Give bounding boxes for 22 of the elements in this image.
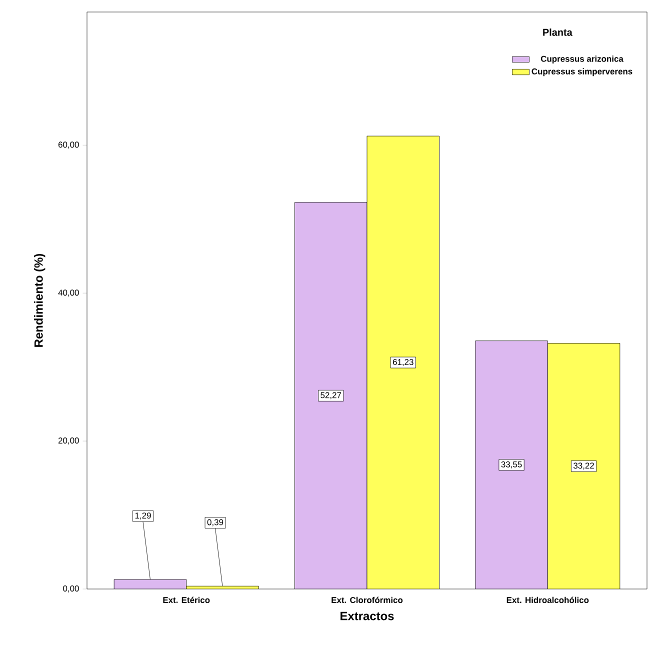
- legend-title: Planta: [543, 28, 572, 36]
- bar: [294, 202, 368, 589]
- x-tick-label: Ext. Clorofórmico: [332, 596, 403, 604]
- data-label: 33,22: [574, 462, 594, 470]
- data-label: 61,23: [392, 359, 414, 366]
- x-tick-label: Ext. Hidroalcohólico: [506, 596, 589, 604]
- data-label: 1,29: [135, 512, 151, 520]
- y-tick-label: 40,00: [58, 290, 79, 297]
- bar: [367, 136, 440, 589]
- data-label: 33,55: [501, 461, 522, 468]
- y-tick-label: 60,00: [58, 142, 79, 149]
- data-label: 52,27: [320, 392, 342, 400]
- legend-label: Cupressus arizonica: [540, 56, 624, 64]
- y-axis-title: Rendimiento (%): [34, 254, 46, 347]
- bar: [547, 343, 620, 589]
- y-tick-label: 20,00: [58, 438, 79, 445]
- x-tick-label: Ext. Etérico: [163, 596, 210, 604]
- data-label: 0,39: [207, 519, 224, 526]
- legend-label: Cupressus simperverens: [532, 68, 632, 76]
- x-axis-title: Extractos: [340, 612, 394, 620]
- y-tick-label: 0,00: [63, 586, 79, 592]
- bar: [475, 340, 548, 589]
